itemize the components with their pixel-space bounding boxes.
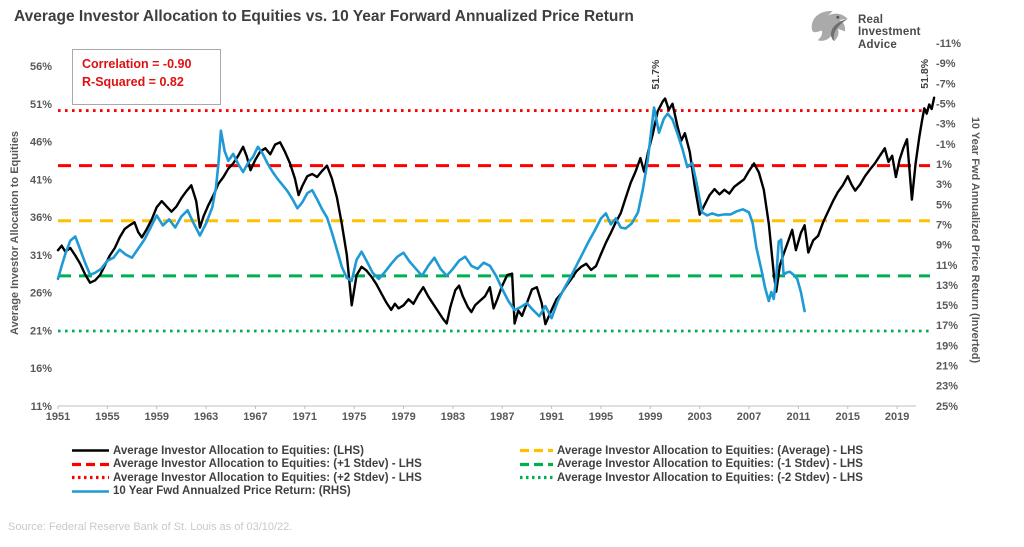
right-tick-label: -11% [936,38,961,50]
right-tick-label: 7% [936,219,952,231]
page-title: Average Investor Allocation to Equities … [14,8,634,25]
right-tick-label: -7% [936,78,956,90]
right-tick-label: -1% [936,139,956,151]
legend-item: 10 Year Fwd Annualzed Price Return: (RHS… [72,485,520,499]
ria-logo: Real Investment Advice [806,6,921,51]
right-tick-label: 3% [936,179,952,191]
x-tick-label: 1983 [441,411,465,423]
correlation-value: Correlation = -0.90 [82,57,192,71]
x-tick-label: 1963 [194,411,218,423]
legend-swatch-line [520,476,553,480]
right-tick-label: 17% [936,320,958,332]
annotation-label: 51.7% [650,59,662,89]
legend-column-1: Average Investor Allocation to Equities:… [72,444,520,498]
legend-item: Average Investor Allocation to Equities:… [72,471,520,485]
x-tick-label: 1979 [391,411,415,423]
right-tick-label: -9% [936,58,956,70]
x-tick-label: 2015 [836,411,860,423]
right-tick-label: 9% [936,240,952,252]
eagle-wing-shadow [830,19,848,42]
right-tick-label: 13% [936,280,958,292]
legend-label: Average Investor Allocation to Equities:… [557,444,864,457]
right-tick-label: 25% [936,401,958,413]
right-tick-label: -3% [936,119,956,131]
left-tick-label: 11% [31,401,53,413]
legend-label: Average Investor Allocation to Equities:… [557,458,863,471]
chart-plot-area: 1951 1955 1959 1963 1967 1971 1975 1979 1983 1987… [9,38,981,423]
x-tick-label: 1991 [539,411,563,423]
x-tick-label: 2019 [885,411,909,423]
logo-word-real: Real [858,14,884,26]
right-tick-label: 1% [936,159,952,171]
legend-column-2: Average Investor Allocation to Equities:… [520,444,863,498]
legend-swatch-line [72,476,109,480]
x-tick-label: 1995 [589,411,613,423]
right-tick-label: 23% [936,381,958,393]
x-tick-label: 2007 [737,411,761,423]
annotation-label: 51.8% [919,58,931,88]
x-tick-label: 1999 [638,411,662,423]
legend-swatch-line [520,449,553,453]
logo-wordmark: Real Investment Advice [858,6,921,51]
annotations: 51.7% 51.8% [650,58,931,89]
left-tick-label: 31% [30,250,52,262]
left-axis-title: Average Investor Allocation to Equities [9,131,21,335]
allocation-line [56,96,936,326]
x-tick-label: 2011 [786,411,810,423]
left-tick-label: 26% [30,288,52,300]
right-tick-label: 21% [936,361,958,373]
legend-item: Average Investor Allocation to Equities:… [520,444,863,458]
logo-word-advice: Advice [858,38,897,51]
eagle-logo-icon [811,11,848,42]
left-tick-label: 16% [30,363,52,375]
legend-swatch-line [72,489,109,493]
x-tick-label: 1959 [144,411,168,423]
left-tick-label: 41% [30,174,52,186]
legend-swatch-line [72,449,109,453]
right-axis-title: 10 Year Fwd Annualized Price Return (Inv… [969,117,981,364]
legend-label: Average Investor Allocation to Equities:… [113,471,422,484]
legend-swatch-line [520,462,553,466]
right-tick-label: 5% [936,199,952,211]
legend-item: Average Investor Allocation to Equities:… [72,458,520,472]
legend-item: Average Investor Allocation to Equities:… [72,444,520,458]
x-tick-label: 1971 [293,411,317,423]
left-tick-label: 36% [30,212,52,224]
x-tick-label: 1955 [95,411,119,423]
legend-swatch-line [72,462,109,466]
x-tick-label: 1951 [46,411,70,423]
r-squared-value: R-Squared = 0.82 [82,74,184,89]
right-tick-label: 19% [936,340,958,352]
left-tick-label: 51% [30,99,52,111]
left-tick-label: 56% [30,61,52,73]
right-tick-label: 11% [936,260,958,272]
right-tick-label: -5% [936,98,956,110]
logo-word-investment: Investment [858,26,921,39]
legend-item: Average Investor Allocation to Equities:… [520,458,863,472]
x-tick-label: 1975 [342,411,366,423]
legend-label: Average Investor Allocation to Equities:… [113,458,422,471]
left-tick-label: 46% [30,137,52,149]
legend-label: Average Investor Allocation to Equities:… [113,444,364,457]
source-note: Source: Federal Reserve Bank of St. Loui… [8,521,293,533]
reference-lines [58,109,930,333]
legend-label: 10 Year Fwd Annualzed Price Return: (RHS… [113,485,351,498]
right-tick-label: 15% [936,300,958,312]
legend-label: Average Investor Allocation to Equities:… [557,471,863,484]
correlation-box: Correlation = -0.90 R-Squared = 0.82 [72,49,221,105]
chart-legend: Average Investor Allocation to Equities:… [72,444,863,498]
x-tick-label: 2003 [687,411,711,423]
left-axis: 56% 51% 46% 41% 36% 31% 26% 21% 16% 11% Average In… [9,61,52,413]
x-tick-label: 1987 [490,411,514,423]
x-axis: 1951 1955 1959 1963 1967 1971 1975 1979 1983 1987… [46,405,916,423]
eagle-eye [836,15,840,19]
left-tick-label: 21% [30,325,52,337]
return-line [56,106,806,320]
legend-item: Average Investor Allocation to Equities:… [520,471,863,485]
right-axis: -11% -9% -7% -5% -3% -1% 1% 3% 5% 7% 9% 11% 13% 15% 17… [936,38,981,413]
x-tick-label: 1967 [243,411,267,423]
